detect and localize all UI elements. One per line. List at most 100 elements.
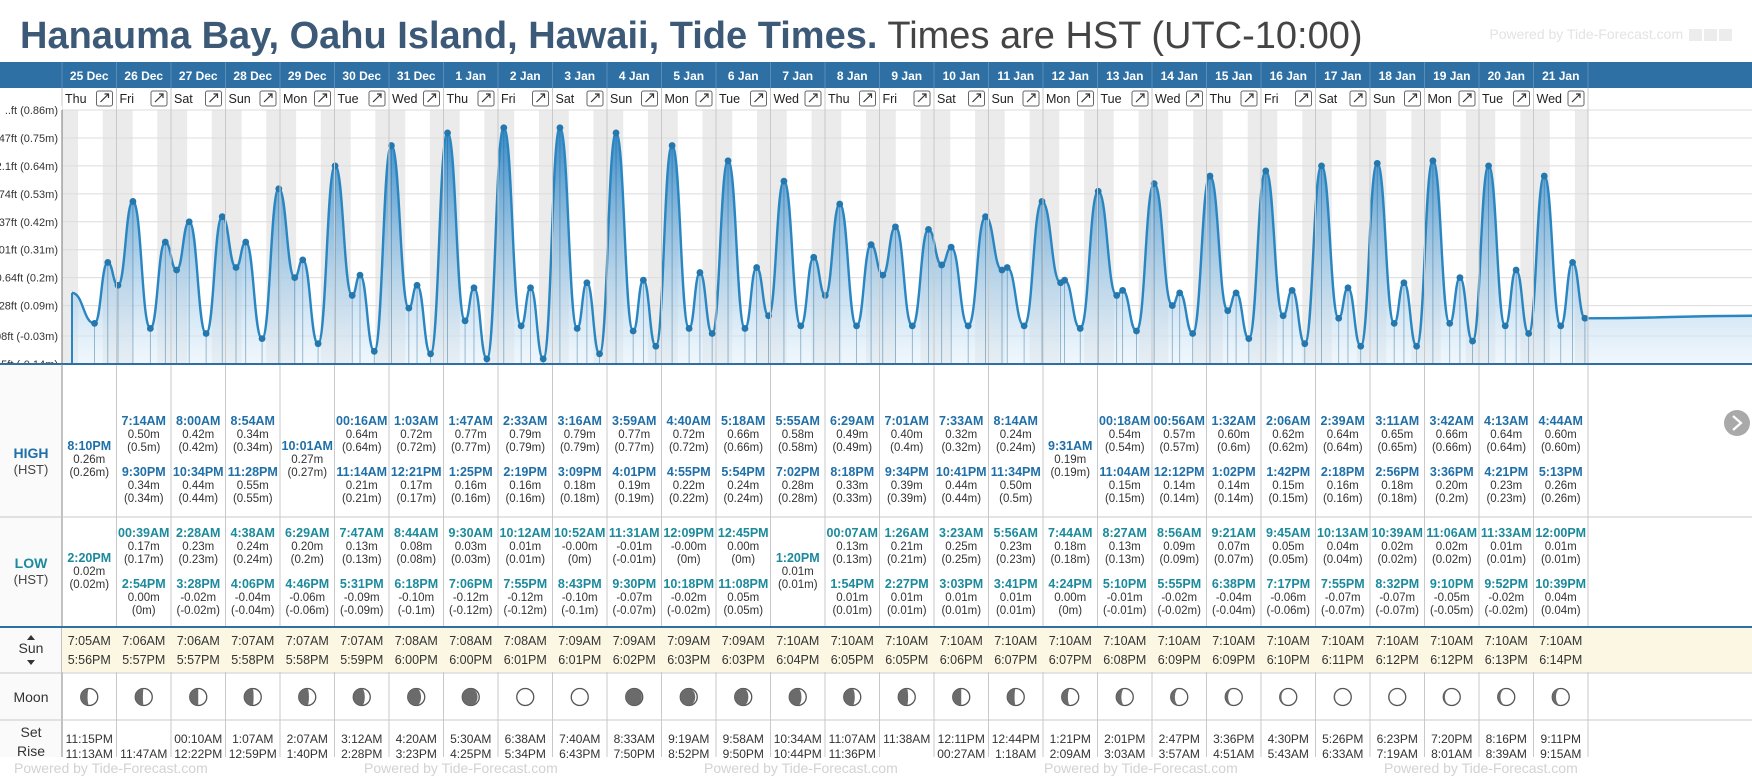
low-tide-point[interactable] bbox=[146, 325, 154, 332]
low-tide-point[interactable] bbox=[573, 325, 581, 332]
high-tide-point[interactable] bbox=[556, 124, 564, 132]
expand-icon[interactable] bbox=[1026, 93, 1036, 103]
expand-icon[interactable] bbox=[754, 93, 764, 103]
high-tide-point[interactable] bbox=[867, 241, 875, 249]
low-tide-point[interactable] bbox=[539, 355, 547, 363]
expand-icon[interactable] bbox=[1571, 93, 1581, 103]
expand-icon[interactable] bbox=[100, 93, 110, 103]
low-tide-point[interactable] bbox=[938, 261, 946, 269]
low-tide-point[interactable] bbox=[1245, 335, 1253, 342]
high-tide-point[interactable] bbox=[1569, 259, 1576, 266]
high-tide-point[interactable] bbox=[1262, 167, 1270, 175]
expand-icon[interactable] bbox=[917, 93, 927, 103]
powered-by-watermark[interactable]: Powered by Tide-Forecast.com bbox=[1489, 26, 1732, 42]
low-tide-point[interactable] bbox=[114, 281, 122, 289]
high-tide-point[interactable] bbox=[1318, 162, 1325, 170]
expand-icon[interactable] bbox=[318, 93, 328, 103]
high-tide-point[interactable] bbox=[331, 162, 339, 170]
high-tide-point[interactable] bbox=[1512, 266, 1520, 274]
high-tide-point[interactable] bbox=[1232, 289, 1240, 297]
high-tide-point[interactable] bbox=[780, 177, 788, 185]
high-tide-point[interactable] bbox=[387, 142, 395, 149]
low-tide-point[interactable] bbox=[853, 322, 860, 330]
low-tide-point[interactable] bbox=[998, 266, 1006, 274]
high-tide-point[interactable] bbox=[668, 142, 676, 149]
high-tide-point[interactable] bbox=[892, 223, 899, 231]
expand-icon[interactable] bbox=[1190, 93, 1200, 103]
expand-icon[interactable] bbox=[1517, 93, 1527, 103]
expand-icon[interactable] bbox=[1408, 93, 1418, 103]
high-tide-point[interactable] bbox=[1456, 274, 1464, 282]
low-tide-point[interactable] bbox=[202, 330, 210, 337]
low-tide-point[interactable] bbox=[348, 292, 356, 299]
high-tide-point[interactable] bbox=[500, 124, 508, 132]
high-tide-point[interactable] bbox=[1206, 172, 1214, 180]
expand-icon[interactable] bbox=[1081, 93, 1091, 103]
low-tide-point[interactable] bbox=[483, 355, 491, 363]
high-tide-point[interactable] bbox=[1061, 276, 1069, 284]
scroll-right-button[interactable] bbox=[1724, 410, 1750, 436]
low-tide-point[interactable] bbox=[405, 304, 413, 312]
low-tide-point[interactable] bbox=[173, 266, 181, 274]
low-tide-point[interactable] bbox=[232, 264, 240, 271]
high-tide-point[interactable] bbox=[925, 225, 932, 233]
low-tide-point[interactable] bbox=[1525, 330, 1533, 337]
low-tide-point[interactable] bbox=[1168, 302, 1176, 309]
high-tide-point[interactable] bbox=[413, 281, 421, 289]
low-tide-point[interactable] bbox=[1357, 342, 1365, 350]
high-tide-point[interactable] bbox=[527, 284, 534, 292]
high-tide-point[interactable] bbox=[1288, 286, 1296, 294]
low-tide-point[interactable] bbox=[1501, 322, 1509, 330]
low-tide-point[interactable] bbox=[1076, 325, 1084, 332]
high-tide-point[interactable] bbox=[161, 238, 169, 246]
low-tide-point[interactable] bbox=[517, 322, 525, 330]
high-tide-point[interactable] bbox=[1038, 198, 1046, 205]
expand-icon[interactable] bbox=[645, 93, 655, 103]
expand-icon[interactable] bbox=[590, 93, 600, 103]
high-tide-point[interactable] bbox=[612, 129, 620, 137]
expand-icon[interactable] bbox=[427, 93, 437, 103]
low-tide-point[interactable] bbox=[1133, 327, 1140, 335]
low-tide-point[interactable] bbox=[1335, 314, 1343, 322]
expand-icon[interactable] bbox=[372, 93, 382, 103]
expand-icon[interactable] bbox=[863, 93, 873, 103]
high-tide-point[interactable] bbox=[583, 279, 591, 287]
high-tide-point[interactable] bbox=[470, 284, 478, 292]
expand-icon[interactable] bbox=[1299, 93, 1309, 103]
expand-icon[interactable] bbox=[699, 93, 709, 103]
low-tide-point[interactable] bbox=[596, 350, 603, 358]
high-tide-point[interactable] bbox=[810, 253, 818, 261]
expand-icon[interactable] bbox=[536, 93, 546, 103]
expand-icon[interactable] bbox=[481, 93, 491, 103]
low-tide-point[interactable] bbox=[964, 322, 972, 330]
low-tide-point[interactable] bbox=[797, 322, 805, 330]
low-tide-point[interactable] bbox=[1390, 319, 1398, 327]
expand-icon[interactable] bbox=[1462, 93, 1472, 103]
low-tide-point[interactable] bbox=[1469, 337, 1476, 345]
high-tide-point[interactable] bbox=[104, 259, 112, 266]
high-tide-point[interactable] bbox=[129, 198, 137, 205]
low-tide-point[interactable] bbox=[685, 325, 693, 332]
low-tide-point[interactable] bbox=[427, 350, 434, 358]
expand-icon[interactable] bbox=[263, 93, 273, 103]
expand-icon[interactable] bbox=[209, 93, 219, 103]
high-tide-point[interactable] bbox=[982, 213, 989, 221]
low-tide-point[interactable] bbox=[291, 274, 299, 282]
expand-icon[interactable] bbox=[154, 93, 164, 103]
low-tide-point[interactable] bbox=[1279, 312, 1287, 320]
low-tide-point[interactable] bbox=[1189, 330, 1197, 337]
high-tide-point[interactable] bbox=[444, 129, 451, 137]
low-tide-point[interactable] bbox=[1413, 342, 1421, 350]
low-tide-point[interactable] bbox=[1113, 292, 1121, 299]
high-tide-point[interactable] bbox=[299, 256, 307, 264]
low-tide-point[interactable] bbox=[314, 340, 322, 348]
high-tide-point[interactable] bbox=[696, 269, 704, 276]
low-tide-point[interactable] bbox=[258, 335, 266, 342]
high-tide-point[interactable] bbox=[218, 213, 226, 221]
high-tide-point[interactable] bbox=[185, 218, 193, 226]
high-tide-point[interactable] bbox=[1400, 279, 1408, 287]
high-tide-point[interactable] bbox=[1344, 284, 1352, 292]
scroll-right-circle[interactable] bbox=[1724, 410, 1750, 436]
expand-icon[interactable] bbox=[808, 93, 818, 103]
expand-icon[interactable] bbox=[1353, 93, 1363, 103]
